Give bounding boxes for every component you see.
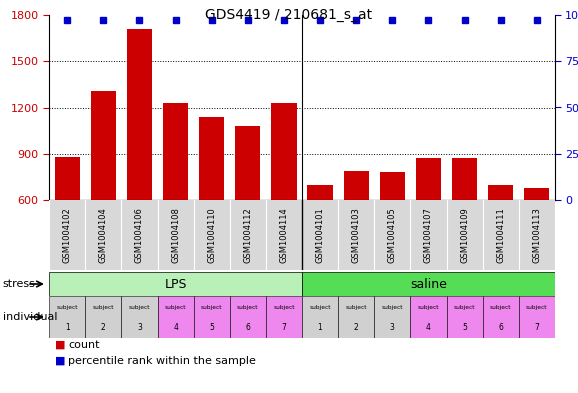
- Bar: [235, 126, 261, 200]
- Bar: [483, 296, 519, 338]
- Text: subject: subject: [490, 305, 512, 310]
- Text: 2: 2: [101, 323, 106, 332]
- Bar: [266, 296, 302, 338]
- Bar: [338, 296, 375, 338]
- Text: 4: 4: [173, 323, 178, 332]
- Bar: [194, 296, 230, 338]
- Bar: [307, 185, 333, 200]
- Bar: [519, 296, 555, 338]
- Text: subject: subject: [237, 305, 258, 310]
- Text: GSM1004103: GSM1004103: [351, 207, 361, 263]
- Text: GSM1004105: GSM1004105: [388, 207, 397, 263]
- Text: GSM1004107: GSM1004107: [424, 207, 433, 263]
- Bar: [230, 296, 266, 338]
- Text: 6: 6: [246, 323, 250, 332]
- Text: subject: subject: [309, 305, 331, 310]
- Bar: [54, 157, 80, 200]
- Text: LPS: LPS: [164, 277, 187, 290]
- Bar: [380, 172, 405, 200]
- Text: GSM1004109: GSM1004109: [460, 207, 469, 263]
- Text: GDS4419 / 210681_s_at: GDS4419 / 210681_s_at: [205, 8, 373, 22]
- Bar: [524, 188, 550, 200]
- Text: 3: 3: [137, 323, 142, 332]
- Text: subject: subject: [165, 305, 186, 310]
- Text: 1: 1: [65, 323, 69, 332]
- Bar: [410, 296, 446, 338]
- Text: 7: 7: [281, 323, 286, 332]
- Bar: [91, 90, 116, 200]
- Text: percentile rank within the sample: percentile rank within the sample: [68, 356, 256, 366]
- Text: subject: subject: [129, 305, 150, 310]
- Text: GSM1004111: GSM1004111: [496, 207, 505, 263]
- Text: GSM1004112: GSM1004112: [243, 207, 253, 263]
- Text: 4: 4: [426, 323, 431, 332]
- Text: GSM1004113: GSM1004113: [532, 207, 542, 263]
- Bar: [127, 29, 152, 200]
- Bar: [49, 272, 302, 296]
- Text: 2: 2: [354, 323, 358, 332]
- Text: GSM1004101: GSM1004101: [316, 207, 325, 263]
- Bar: [302, 296, 338, 338]
- Text: ■: ■: [55, 340, 65, 350]
- Text: subject: subject: [346, 305, 367, 310]
- Text: stress: stress: [3, 279, 36, 289]
- Text: GSM1004108: GSM1004108: [171, 207, 180, 263]
- Text: count: count: [68, 340, 99, 350]
- Text: 1: 1: [318, 323, 323, 332]
- Bar: [121, 296, 157, 338]
- Bar: [302, 272, 555, 296]
- Text: 3: 3: [390, 323, 395, 332]
- Bar: [86, 296, 121, 338]
- Text: saline: saline: [410, 277, 447, 290]
- Bar: [271, 103, 297, 200]
- Bar: [343, 171, 369, 200]
- Text: GSM1004114: GSM1004114: [279, 207, 288, 263]
- Bar: [163, 103, 188, 200]
- Text: ■: ■: [55, 356, 65, 366]
- Text: 7: 7: [535, 323, 539, 332]
- Bar: [157, 296, 194, 338]
- Bar: [488, 185, 513, 200]
- Text: subject: subject: [526, 305, 547, 310]
- Text: GSM1004102: GSM1004102: [62, 207, 72, 263]
- Text: 5: 5: [209, 323, 214, 332]
- Text: subject: subject: [273, 305, 295, 310]
- Bar: [199, 117, 224, 200]
- Bar: [49, 296, 86, 338]
- Text: 5: 5: [462, 323, 467, 332]
- Text: subject: subject: [381, 305, 403, 310]
- Text: GSM1004106: GSM1004106: [135, 207, 144, 263]
- Bar: [446, 296, 483, 338]
- Text: subject: subject: [454, 305, 475, 310]
- Text: 6: 6: [498, 323, 503, 332]
- Text: GSM1004110: GSM1004110: [207, 207, 216, 263]
- Text: subject: subject: [418, 305, 439, 310]
- Text: subject: subject: [92, 305, 114, 310]
- Text: subject: subject: [57, 305, 78, 310]
- Text: GSM1004104: GSM1004104: [99, 207, 108, 263]
- Text: subject: subject: [201, 305, 223, 310]
- Bar: [375, 296, 410, 338]
- Bar: [452, 158, 477, 200]
- Bar: [416, 158, 441, 200]
- Text: individual: individual: [3, 312, 57, 322]
